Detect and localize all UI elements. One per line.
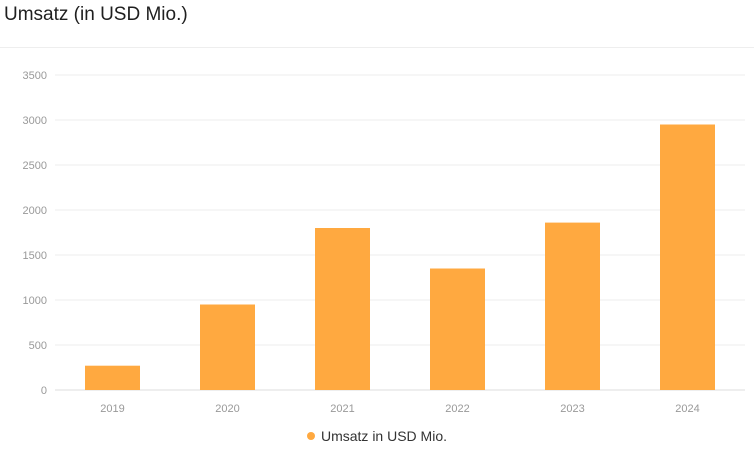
x-tick-label: 2023 (560, 403, 584, 415)
y-tick-label: 3000 (23, 115, 47, 127)
x-tick-label: 2022 (445, 403, 469, 415)
legend-marker (306, 432, 315, 440)
y-tick-label: 1500 (23, 250, 47, 262)
legend[interactable]: Umsatz in USD Mio. (0, 428, 754, 444)
bar-2024[interactable] (660, 124, 715, 391)
x-tick-label: 2019 (100, 403, 124, 415)
bar-2019[interactable] (85, 365, 140, 390)
y-tick-label: 2500 (23, 160, 47, 172)
x-tick-label: 2024 (675, 403, 699, 415)
x-tick-label: 2021 (330, 403, 354, 415)
bar-2021[interactable] (315, 228, 370, 390)
bar-2020[interactable] (200, 304, 255, 391)
y-tick-label: 2000 (23, 205, 47, 217)
bar-chart: 0 500 1000 1500 2000 2500 3000 3500 2019 2020 202… (23, 70, 745, 415)
bar-2022[interactable] (430, 268, 485, 391)
legend-label: Umsatz in USD Mio. (320, 428, 448, 444)
x-tick-label: 2020 (215, 403, 239, 415)
y-tick-label: 3500 (23, 70, 47, 82)
grid-lines (55, 74, 745, 391)
bars (85, 124, 715, 391)
title-divider (0, 47, 754, 48)
y-tick-label: 0 (41, 385, 47, 397)
chart-title: Umsatz (in USD Mio.) (4, 4, 188, 25)
y-tick-label: 1000 (23, 295, 47, 307)
x-axis: 2019 2020 2021 2022 2023 2024 (100, 403, 699, 415)
y-axis: 0 500 1000 1500 2000 2500 3000 3500 (23, 70, 47, 397)
bar-2023[interactable] (545, 222, 600, 390)
y-tick-label: 500 (29, 340, 47, 352)
